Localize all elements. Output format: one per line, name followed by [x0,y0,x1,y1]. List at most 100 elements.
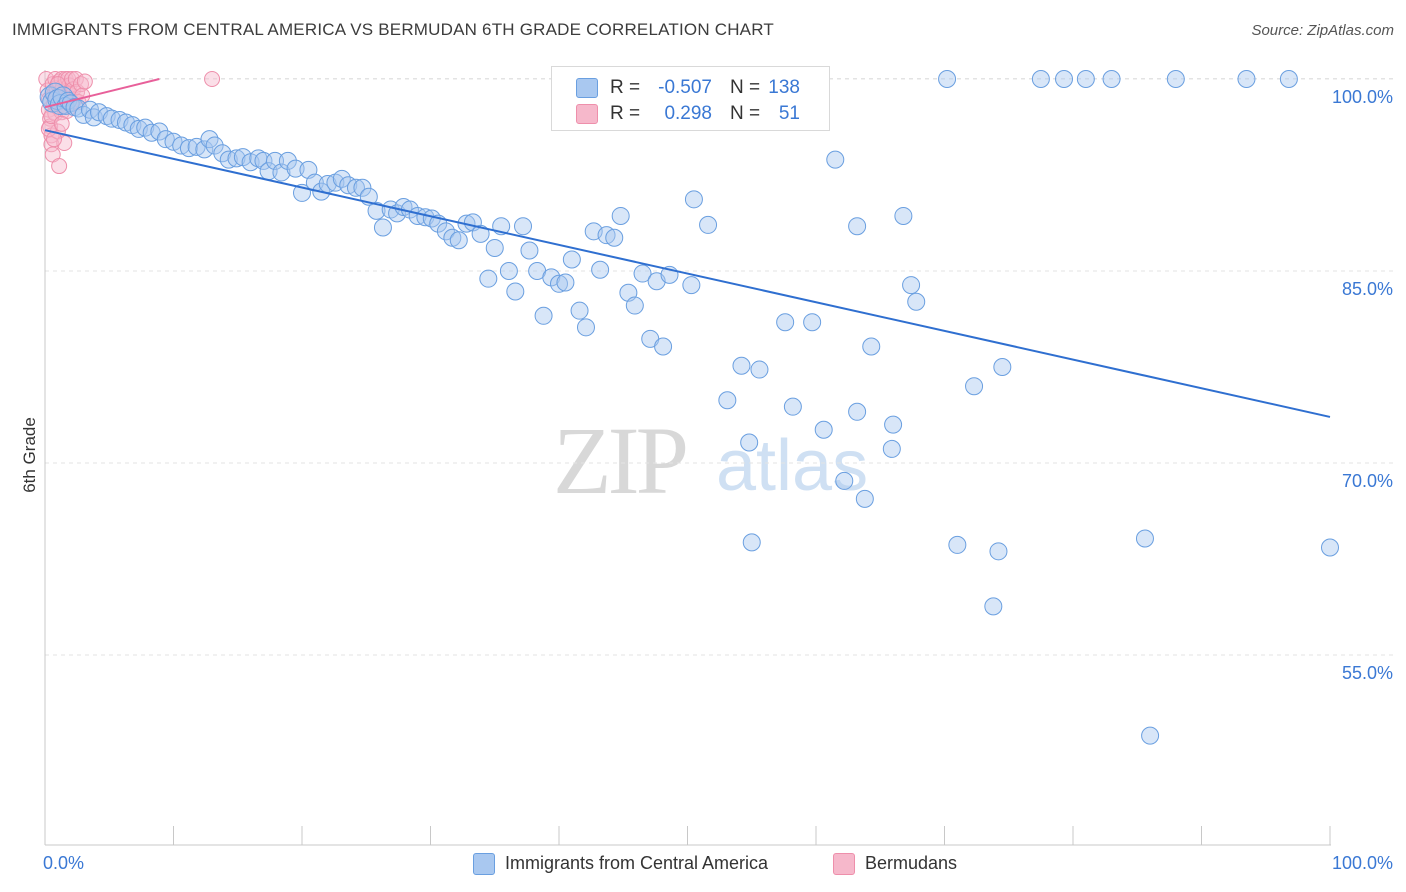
r-value: 0.298 [664,103,712,124]
central-america-point [625,296,644,315]
central-america-point [353,178,372,197]
legend-swatch-central-america [473,853,495,875]
central-america-point [219,150,238,169]
central-america-point [884,415,903,434]
central-america-point [1166,70,1185,88]
legend-label: Bermudans [865,853,958,873]
r-label: R = [610,77,641,98]
stats-row-central-america: R = -0.507 N = 138 [552,75,829,101]
y-tick-label: 55.0% [1342,663,1393,683]
n-value: 138 [768,77,800,98]
central-america-point [506,282,525,301]
y-axis-title: 6th Grade [20,417,39,493]
central-america-point [826,150,845,169]
central-america-trend-line [44,129,1331,418]
central-america-point [266,151,285,170]
central-america-point [542,268,561,287]
swatch-bermudans [576,104,598,124]
central-america-point [783,397,802,416]
central-america-point [938,70,957,88]
central-america-point [993,358,1012,376]
central-america-point [740,433,759,452]
y-tick-label: 85.0% [1342,279,1393,299]
central-america-point [570,301,589,320]
watermark-zip: ZIP [553,407,689,514]
central-america-point [948,535,967,554]
r-label: R = [610,103,641,124]
central-america-point [611,206,630,225]
axes [44,70,1331,846]
central-america-point [855,489,874,508]
central-america-point [835,471,854,490]
y-tick-label: 70.0% [1342,471,1393,491]
central-america-point [633,264,652,283]
central-america-point [1135,529,1154,548]
central-america-point [272,163,291,182]
central-america-point [882,439,901,458]
central-america-point [332,169,351,188]
central-america-point [862,337,881,356]
source-label: Source: ZipAtlas.com [1251,22,1394,39]
central-america-point [471,224,490,243]
series-legend: Immigrants from Central America Bermudan… [0,850,1406,878]
tick-labels: 100.0% 85.0% 70.0% 55.0% 0.0% 100.0% 6th Grade [20,87,1393,873]
chart-title: IMMIGRANTS FROM CENTRAL AMERICA VS BERMU… [12,20,774,39]
central-america-point [682,276,701,295]
central-america-point [718,391,737,410]
central-america-point [732,356,751,375]
central-america-point [1031,70,1050,88]
central-america-points [39,70,1339,745]
central-america-point [1321,538,1339,557]
central-america-point [776,313,795,332]
central-america-point [591,260,610,279]
central-america-point [213,144,232,163]
n-value: 51 [778,103,800,124]
central-america-point [436,222,455,241]
central-america-point [520,241,539,260]
central-america-point [576,318,595,337]
central-america-point [449,231,468,250]
central-america-point [848,217,867,236]
stats-row-bermudans: R = 0.298 N = 51 [552,101,829,127]
central-america-point [814,420,833,439]
bermudans-point [53,115,70,132]
stats-legend: R = -0.507 N = 138 R = 0.298 N = 51 [551,66,830,131]
central-america-point [848,402,867,421]
central-america-point [1141,726,1160,745]
central-america-point [499,262,518,280]
central-america-point [514,217,533,236]
central-america-point [556,273,575,292]
central-america-point [894,206,913,225]
central-america-point [699,215,718,234]
bermudans-trend-line [44,78,160,109]
central-america-point [1076,70,1095,88]
central-america-point [907,292,926,311]
central-america-point [227,149,246,168]
central-america-point [84,108,103,127]
central-america-point [654,337,673,356]
central-america-point [1237,70,1256,88]
central-america-point [550,274,568,293]
n-label: N = [730,77,761,98]
central-america-point [485,238,504,257]
central-america-point [195,140,214,159]
central-america-point [205,136,224,155]
central-america-point [803,313,822,332]
central-america-point [965,377,984,396]
legend-swatch-bermudans [833,853,855,875]
bermudans-point [76,73,93,90]
central-america-point [742,533,761,552]
central-america-point [479,269,498,288]
n-label: N = [730,103,761,124]
central-america-point [1102,70,1121,88]
central-america-point [534,306,553,325]
central-america-point [286,159,305,178]
swatch-central-america [576,78,598,98]
central-america-point [367,201,386,220]
central-america-point [989,542,1008,561]
central-america-point [179,139,198,158]
central-america-point [346,178,365,197]
central-america-point [984,597,1003,616]
central-america-point [684,190,703,209]
